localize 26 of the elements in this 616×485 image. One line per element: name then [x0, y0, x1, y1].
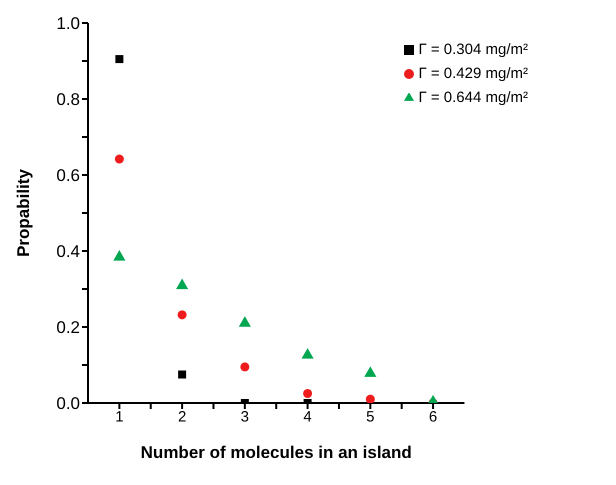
- legend-label: Γ = 0.429 mg/m²: [418, 65, 528, 82]
- legend-label: Γ = 0.644 mg/m²: [418, 89, 528, 106]
- x-tick-label: 5: [366, 408, 374, 426]
- point: [238, 316, 251, 327]
- legend-label: Γ = 0.304 mg/m²: [418, 41, 528, 58]
- y-tick-label: 1.0: [56, 14, 80, 34]
- x-tick-label: 2: [178, 408, 186, 426]
- y-tick-label: 0.2: [56, 318, 80, 338]
- y-tick-label: 0.8: [56, 90, 80, 110]
- y-tick-label: 0.6: [56, 166, 80, 186]
- y-tick-label: 0.4: [56, 242, 80, 262]
- point: [364, 366, 376, 377]
- x-axis-title: Number of molecules in an island: [140, 443, 412, 462]
- x-tick-label: 1: [115, 408, 124, 426]
- point: [113, 250, 126, 261]
- y-axis-title: Propability: [14, 168, 34, 257]
- point: [114, 154, 124, 164]
- y-tick-label: 0.0: [56, 394, 80, 414]
- point: [176, 278, 188, 290]
- point: [366, 394, 375, 403]
- x-tick-label: 6: [428, 408, 438, 426]
- point: [302, 348, 314, 359]
- point: [178, 310, 187, 320]
- x-tick-label: 4: [303, 408, 312, 426]
- point: [115, 55, 124, 64]
- x-tick-label: 3: [240, 408, 250, 426]
